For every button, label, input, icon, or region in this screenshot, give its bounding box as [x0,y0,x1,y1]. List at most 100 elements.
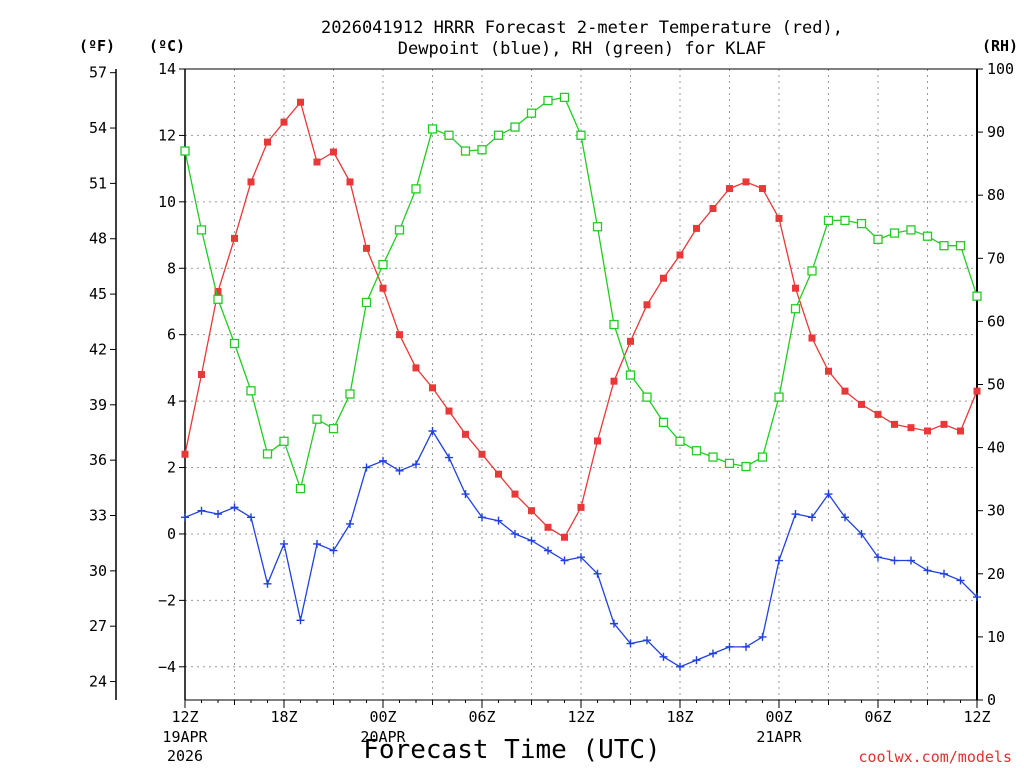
dewpoint-point [280,539,288,548]
relative-humidity-point [345,389,355,399]
relative-humidity-point [708,452,718,462]
2-meter-temperature-point [808,334,816,342]
rh-tick-label: 70 [987,249,1005,267]
x-year-label: 2026 [167,747,203,765]
celsius-tick-label: 6 [167,326,176,344]
2-meter-temperature-point [693,224,700,232]
relative-humidity-point [724,458,735,469]
2-meter-temperature-point [858,400,865,408]
2-meter-temperature-point [247,178,255,186]
dewpoint-point [230,503,239,512]
2-meter-temperature-point [924,427,931,435]
chart-subtitle: Dewpoint (blue), RH (green) for KLAF [398,39,766,59]
relative-humidity-point [856,218,867,229]
celsius-tick-label: 0 [167,525,176,543]
relative-humidity-point [823,215,834,226]
relative-humidity-point [939,241,949,251]
fahrenheit-tick-label: 36 [89,451,107,469]
fahrenheit-tick-label: 54 [89,119,107,137]
dewpoint-point [923,566,932,575]
2-meter-temperature-point [627,337,634,345]
relative-humidity-point [378,259,388,270]
dewpoint-point [197,506,206,515]
relative-humidity-point [625,370,636,380]
2-meter-temperature-point [759,185,766,193]
relative-humidity-point [493,130,504,140]
rh-unit-label: (RH) [982,37,1018,55]
relative-humidity-point [279,436,289,446]
relative-humidity-point [180,146,190,156]
dewpoint-point [791,510,800,519]
celsius-tick-label: 4 [167,392,176,410]
fahrenheit-tick-label: 51 [89,174,107,192]
x-tick-label: 18Z [270,708,297,726]
dewpoint-point [412,460,420,469]
relative-humidity-point [196,225,207,235]
2-meter-temperature-point [478,450,486,458]
dewpoint-point [643,636,651,645]
relative-humidity-point [394,225,405,235]
rh-tick-label: 40 [987,439,1005,457]
x-date-label: 20APR [360,728,406,746]
rh-tick-label: 60 [987,312,1005,330]
celsius-unit-label: (ºC) [149,37,185,55]
2-meter-temperature-point [891,420,898,428]
2-meter-temperature-point [825,367,832,375]
x-tick-label: 12Z [567,708,594,726]
dewpoint-point [461,490,470,499]
2-meter-temperature-point [544,523,552,531]
fahrenheit-tick-label: 30 [89,562,107,580]
x-axis-title: Forecast Time (UTC) [363,735,660,765]
2-meter-temperature-point [313,158,321,166]
dewpoint-point [940,569,948,578]
dewpoint-point [824,490,833,499]
dewpoint-point [214,510,222,519]
dewpoint-point [329,546,338,555]
relative-humidity-point [955,241,966,251]
dewpoint-point [593,569,602,578]
celsius-tick-label: 10 [158,193,176,211]
2-meter-temperature-point [462,430,469,438]
dewpoint-point [296,616,305,625]
dewpoint-point [725,642,734,651]
2-meter-temperature-point [940,420,948,428]
relative-humidity-point [675,436,685,446]
2-meter-temperature-point [660,274,667,282]
celsius-tick-label: 14 [158,60,176,78]
2-meter-temperature-point [841,387,849,395]
2-meter-temperature-point [957,427,964,435]
dewpoint-point [626,639,635,648]
rh-tick-label: 50 [987,376,1005,394]
relative-humidity-point [807,266,817,276]
tick-labels: 14121086420−2−45754514845423936333027241… [89,60,1014,765]
2-meter-temperature-point [231,234,238,242]
relative-humidity-point [790,304,801,314]
dewpoint-point [890,556,899,565]
x-tick-label: 06Z [468,708,495,726]
celsius-tick-label: 12 [158,126,176,144]
2-meter-temperature-point [726,185,733,193]
celsius-tick-label: −4 [158,658,176,676]
2-meter-temperature-point [792,284,799,292]
x-tick-label: 06Z [864,708,891,726]
dewpoint-point [527,536,536,545]
x-tick-label: 18Z [666,708,693,726]
dewpoint-point [857,529,866,538]
fahrenheit-tick-label: 39 [89,396,107,414]
dewpoint-point [445,453,453,462]
fahrenheit-tick-label: 42 [89,340,107,358]
relative-humidity-point [840,215,850,226]
dewpoint-point [247,513,255,522]
dewpoint-point [395,466,404,475]
dewpoint-point [494,516,503,525]
fahrenheit-tick-label: 33 [89,506,107,524]
relative-humidity-point [295,483,306,494]
axes [110,68,983,708]
relative-humidity-point [889,228,900,238]
credit-link[interactable]: coolwx.com/models [858,748,1012,766]
relative-humidity-point [460,146,471,156]
2-meter-temperature-point [709,204,717,212]
relative-humidity-point [922,231,933,241]
2-meter-temperature-point [907,424,915,432]
relative-humidity-point [427,124,438,134]
